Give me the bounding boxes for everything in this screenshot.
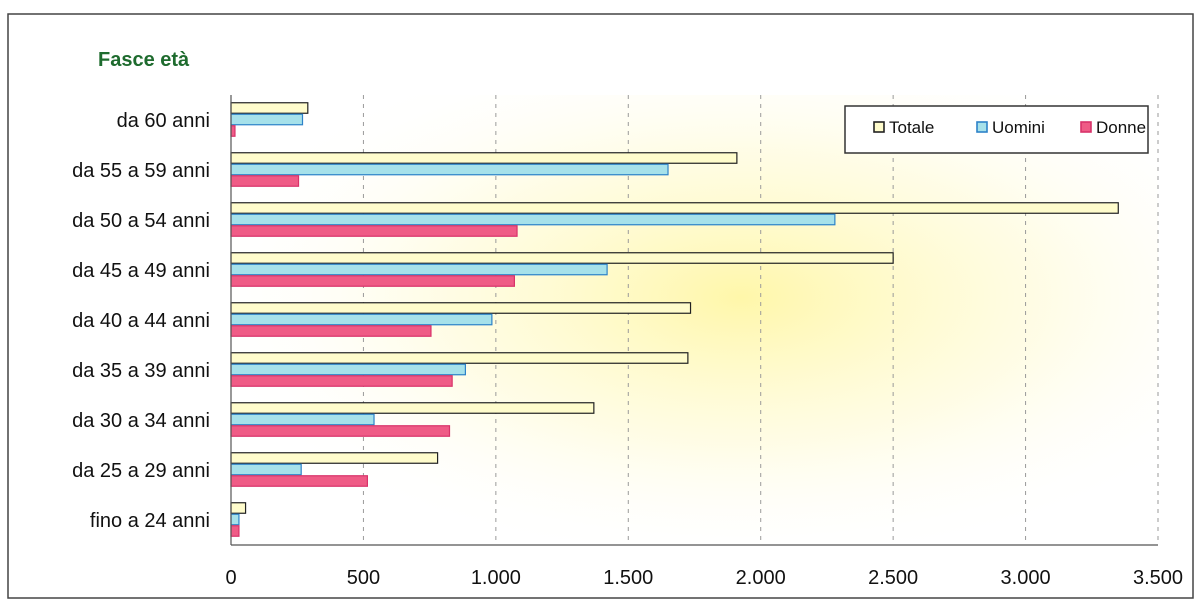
legend: Totale Uomini Donne [844,105,1149,154]
y-category-label: da 35 a 39 anni [72,360,210,382]
y-category-label: da 30 a 34 anni [72,410,210,432]
bar-totale [230,352,689,364]
bar-uomini [230,313,493,326]
bar-totale [230,502,247,514]
bar-totale [230,102,309,114]
bar-totale [230,452,439,464]
x-tick-label: 2.500 [868,567,918,589]
bar-donne [230,325,432,337]
x-tick-label: 1.000 [471,567,521,589]
legend-swatch-uomini [976,121,988,133]
y-category-label: da 40 a 44 anni [72,310,210,332]
legend-box [844,105,1149,154]
chart-title: Fasce età [98,49,190,71]
bar-totale [230,202,1119,214]
legend-swatch-totale [873,121,885,133]
y-category-label: da 50 a 54 anni [72,210,210,232]
x-tick-label: 3.000 [1001,567,1051,589]
bar-uomini [230,213,836,226]
legend-label-donne: Donne [1096,118,1146,137]
y-category-label: da 60 anni [117,110,210,132]
bar-donne [230,175,300,187]
x-tick-label: 2.000 [736,567,786,589]
bar-uomini [230,513,240,526]
bar-donne [230,475,369,487]
bar-donne [230,525,240,537]
y-category-label: da 55 a 59 anni [72,160,210,182]
x-tick-label: 1.500 [603,567,653,589]
bar-totale [230,252,894,264]
bar-donne [230,225,518,237]
x-tick-label: 3.500 [1133,567,1183,589]
bar-donne [230,275,515,287]
bar-uomini [230,263,608,276]
bar-uomini [230,463,302,476]
bar-totale [230,152,738,164]
y-category-label: da 25 a 29 anni [72,460,210,482]
bar-totale [230,302,692,314]
y-category-label: da 45 a 49 anni [72,260,210,282]
bar-uomini [230,413,375,426]
y-category-label: fino a 24 anni [90,510,210,532]
x-tick-label: 500 [347,567,380,589]
legend-label-uomini: Uomini [992,118,1045,137]
legend-swatch-donne [1080,121,1092,133]
bars [230,102,1119,537]
bar-uomini [230,163,669,176]
bar-uomini [230,363,466,376]
bar-donne [230,425,451,437]
y-category-labels: da 60 anni da 55 a 59 anni da 50 a 54 anni… [72,110,210,532]
bar-donne [230,375,453,387]
bar-uomini [230,113,304,126]
x-tick-label: 0 [225,567,236,589]
bar-totale [230,402,595,414]
x-tick-labels: 0 500 1.000 1.500 2.000 2.500 3.000 3.500 [225,567,1183,589]
legend-label-totale: Totale [889,118,934,137]
